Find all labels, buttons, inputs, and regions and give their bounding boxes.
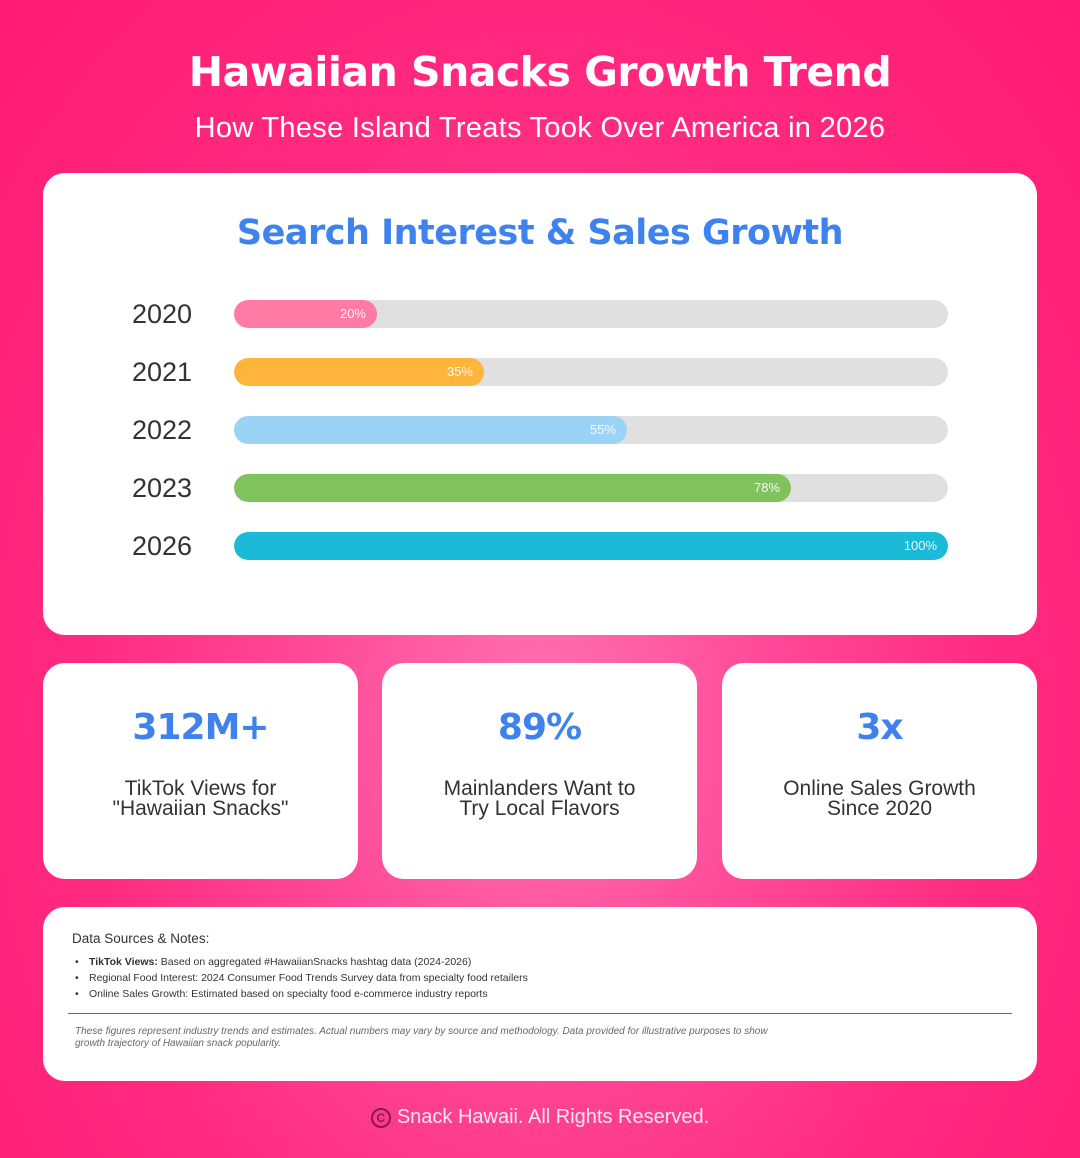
bar-value-label: 20%	[339, 306, 366, 321]
stat-label: Online Sales Growth Since 2020	[742, 777, 1017, 820]
bar-row-2026: 2026 100%	[43, 531, 1037, 561]
footer: C Snack Hawaii. All Rights Reserved.	[0, 1106, 1080, 1129]
bar-value-label: 78%	[753, 480, 780, 495]
bar-value-label: 35%	[446, 364, 473, 379]
stat-card-mainlanders: 89% Mainlanders Want to Try Local Flavor…	[382, 663, 697, 879]
bar-track: 35%	[234, 358, 948, 386]
stat-label-line: Try Local Flavors	[459, 797, 620, 820]
page-subtitle: How These Island Treats Took Over Americ…	[194, 112, 886, 144]
bar-track: 20%	[234, 300, 948, 328]
stat-value: 312M+	[132, 707, 269, 748]
stat-card-tiktok-views: 312M+ TikTok Views for "Hawaiian Snacks"	[43, 663, 358, 879]
chart-title: Search Interest & Sales Growth	[236, 213, 844, 253]
disclaimer-line: growth trajectory of Hawaiian snack popu…	[75, 1038, 282, 1049]
note-item: Regional Food Interest: 2024 Consumer Fo…	[75, 970, 528, 986]
stat-value: 3x	[856, 707, 903, 748]
notes-list: TikTok Views: Based on aggregated #Hawai…	[75, 954, 528, 1002]
notes-heading: Data Sources & Notes:	[72, 931, 210, 946]
stat-label-line: Since 2020	[826, 797, 933, 820]
note-item-bold: TikTok Views:	[89, 956, 158, 968]
bar-value-label: 55%	[589, 422, 616, 437]
bar-track: 100%	[234, 532, 948, 560]
bar-fill	[234, 532, 948, 560]
notes-divider	[68, 1013, 1012, 1014]
stat-label-line: "Hawaiian Snacks"	[112, 797, 289, 820]
page-title: Hawaiian Snacks Growth Trend	[188, 48, 892, 96]
bar-row-2023: 2023 78%	[43, 473, 1037, 503]
stat-value: 89%	[497, 707, 582, 748]
footer-text: Snack Hawaii. All Rights Reserved.	[396, 1106, 710, 1128]
bar-year-label: 2023	[132, 473, 193, 503]
bar-track: 55%	[234, 416, 948, 444]
notes-disclaimer: These figures represent industry trends …	[75, 1026, 955, 1050]
bar-row-2022: 2022 55%	[43, 415, 1037, 445]
stat-label-line: TikTok Views for	[124, 777, 277, 800]
note-item-text: Online Sales Growth: Estimated based on …	[89, 988, 488, 1000]
bar-value-label: 100%	[903, 538, 937, 553]
note-item-text: Based on aggregated #HawaiianSnacks hash…	[157, 956, 472, 968]
notes-card: Data Sources & Notes: TikTok Views: Base…	[43, 907, 1037, 1081]
bar-year-label: 2022	[132, 415, 193, 445]
chart-card: Search Interest & Sales Growth 2020 20% …	[43, 173, 1037, 635]
bar-year-label: 2021	[132, 357, 193, 387]
stat-label: Mainlanders Want to Try Local Flavors	[402, 777, 677, 820]
note-item: TikTok Views: Based on aggregated #Hawai…	[75, 954, 528, 970]
bar-row-2020: 2020 20%	[43, 299, 1037, 329]
note-item: Online Sales Growth: Estimated based on …	[75, 986, 528, 1002]
stat-label-line: Online Sales Growth	[783, 777, 976, 800]
disclaimer-line: These figures represent industry trends …	[75, 1026, 768, 1037]
bar-year-label: 2026	[132, 531, 193, 561]
stat-label: TikTok Views for "Hawaiian Snacks"	[63, 777, 338, 820]
bar-fill	[234, 474, 791, 502]
note-item-text: Regional Food Interest: 2024 Consumer Fo…	[89, 972, 528, 984]
bar-row-2021: 2021 35%	[43, 357, 1037, 387]
bar-fill	[234, 300, 377, 328]
bar-fill	[234, 416, 627, 444]
stat-card-online-sales: 3x Online Sales Growth Since 2020	[722, 663, 1037, 879]
bar-track: 78%	[234, 474, 948, 502]
stat-label-line: Mainlanders Want to	[443, 777, 636, 800]
copyright-icon: C	[370, 1108, 391, 1128]
bar-fill	[234, 358, 484, 386]
bar-year-label: 2020	[132, 299, 193, 329]
